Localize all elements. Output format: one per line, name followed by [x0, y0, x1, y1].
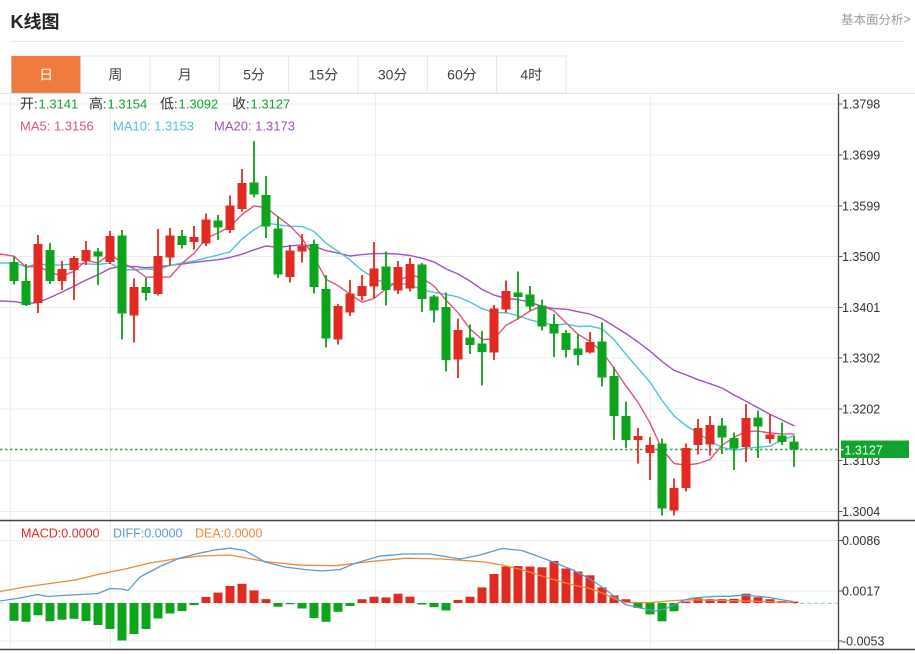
svg-text:DIFF:0.0000: DIFF:0.0000	[113, 527, 183, 541]
svg-text:1.3127: 1.3127	[251, 97, 291, 112]
svg-text:1.3302: 1.3302	[842, 351, 880, 365]
svg-text:5: 5	[243, 67, 251, 83]
svg-text:-0.0053: -0.0053	[842, 634, 884, 648]
svg-text::: :	[103, 97, 107, 112]
svg-text:1.3154: 1.3154	[108, 97, 148, 112]
svg-text:MA10: 1.3153: MA10: 1.3153	[113, 119, 194, 134]
svg-text:DEA:0.0000: DEA:0.0000	[195, 527, 262, 541]
svg-text:MA5: 1.3156: MA5: 1.3156	[20, 119, 94, 134]
svg-text:1.3004: 1.3004	[842, 505, 880, 519]
svg-text:1.3699: 1.3699	[842, 148, 880, 162]
svg-text:1.3401: 1.3401	[842, 301, 880, 315]
svg-text:4: 4	[520, 67, 528, 83]
svg-text:60: 60	[447, 67, 463, 83]
svg-text::: :	[34, 97, 38, 112]
svg-text:1.3599: 1.3599	[842, 199, 880, 213]
svg-text:1.3798: 1.3798	[842, 97, 880, 111]
svg-text:0.0086: 0.0086	[842, 534, 880, 548]
svg-text:K: K	[11, 12, 24, 32]
svg-text:1.3202: 1.3202	[842, 402, 880, 416]
svg-text::: :	[246, 97, 250, 112]
svg-text:MA20: 1.3173: MA20: 1.3173	[214, 119, 295, 134]
svg-text:1.3092: 1.3092	[179, 97, 219, 112]
svg-text:>: >	[904, 13, 911, 27]
svg-text:1.3127: 1.3127	[845, 443, 883, 457]
svg-text:15: 15	[309, 67, 325, 83]
svg-text::: :	[174, 97, 178, 112]
svg-text:30: 30	[378, 67, 394, 83]
svg-text:MACD:0.0000: MACD:0.0000	[21, 527, 100, 541]
svg-text:1.3141: 1.3141	[39, 97, 79, 112]
svg-text:0.0017: 0.0017	[842, 584, 880, 598]
svg-text:1.3500: 1.3500	[842, 250, 880, 264]
